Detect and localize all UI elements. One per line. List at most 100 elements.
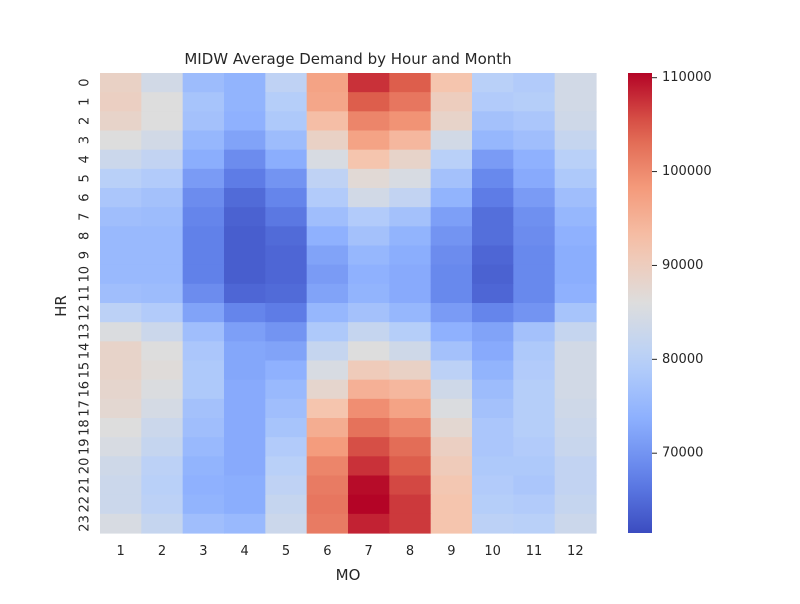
heatmap-cell-hr20-mo3 bbox=[182, 456, 225, 477]
colorbar-tick-label: 100000 bbox=[662, 164, 712, 179]
heatmap-cell-hr9-mo5 bbox=[265, 245, 308, 266]
heatmap-cell-hr12-mo1 bbox=[100, 303, 142, 323]
heatmap-cell-hr21-mo5 bbox=[265, 475, 308, 496]
heatmap-cell-hr12-mo3 bbox=[182, 303, 225, 323]
heatmap-cell-hr0-mo3 bbox=[182, 73, 225, 93]
heatmap-cell-hr6-mo10 bbox=[472, 188, 514, 208]
y-tick-label: 19 bbox=[78, 438, 93, 455]
heatmap-cell-hr9-mo7 bbox=[348, 245, 390, 266]
heatmap-cell-hr17-mo3 bbox=[182, 398, 225, 419]
heatmap-cell-hr19-mo4 bbox=[224, 437, 266, 457]
heatmap-cell-hr22-mo11 bbox=[513, 494, 556, 515]
x-tick-label: 11 bbox=[526, 544, 543, 559]
heatmap-cell-hr13-mo6 bbox=[306, 322, 349, 342]
y-tick-label: 9 bbox=[78, 251, 93, 259]
x-tick-label: 2 bbox=[158, 544, 166, 559]
heatmap-cell-hr2-mo8 bbox=[389, 111, 432, 132]
heatmap-cell-hr9-mo4 bbox=[224, 245, 266, 266]
heatmap-cell-hr7-mo7 bbox=[348, 207, 390, 227]
heatmap-cell-hr1-mo6 bbox=[306, 92, 349, 112]
heatmap-cell-hr4-mo4 bbox=[224, 149, 266, 170]
heatmap-cell-hr0-mo8 bbox=[389, 73, 432, 93]
heatmap-cell-hr7-mo1 bbox=[100, 207, 142, 227]
heatmap-cell-hr2-mo7 bbox=[348, 111, 390, 132]
heatmap-cell-hr14-mo6 bbox=[306, 341, 349, 362]
heatmap-cell-hr1-mo5 bbox=[265, 92, 308, 112]
heatmap-cell-hr0-mo4 bbox=[224, 73, 266, 93]
heatmap-cell-hr12-mo5 bbox=[265, 303, 308, 323]
heatmap-cell-hr1-mo11 bbox=[513, 92, 556, 112]
heatmap-cell-hr22-mo7 bbox=[348, 494, 390, 515]
heatmap-cell-hr23-mo10 bbox=[472, 513, 514, 534]
heatmap-cell-hr11-mo2 bbox=[141, 283, 184, 304]
heatmap-cell-hr20-mo1 bbox=[100, 456, 142, 477]
heatmap-cell-hr19-mo11 bbox=[513, 437, 556, 457]
heatmap-cell-hr15-mo10 bbox=[472, 360, 514, 381]
heatmap-cell-hr5-mo10 bbox=[472, 168, 514, 189]
heatmap-cell-hr17-mo7 bbox=[348, 398, 390, 419]
heatmap-cell-hr0-mo6 bbox=[306, 73, 349, 93]
heatmap-cells bbox=[100, 73, 597, 534]
heatmap-cell-hr20-mo2 bbox=[141, 456, 184, 477]
heatmap-cell-hr18-mo9 bbox=[430, 418, 473, 438]
heatmap-cell-hr15-mo7 bbox=[348, 360, 390, 381]
heatmap-cell-hr22-mo3 bbox=[182, 494, 225, 515]
heatmap-cell-hr4-mo9 bbox=[430, 149, 473, 170]
heatmap-cell-hr21-mo8 bbox=[389, 475, 432, 496]
heatmap-cell-hr5-mo6 bbox=[306, 168, 349, 189]
heatmap-cell-hr7-mo12 bbox=[554, 207, 597, 227]
y-tick-label: 2 bbox=[78, 117, 93, 125]
heatmap-cell-hr10-mo8 bbox=[389, 264, 432, 285]
heatmap-cell-hr18-mo11 bbox=[513, 418, 556, 438]
heatmap-cell-hr4-mo10 bbox=[472, 149, 514, 170]
heatmap-cell-hr22-mo1 bbox=[100, 494, 142, 515]
heatmap-cell-hr15-mo12 bbox=[554, 360, 597, 381]
heatmap-cell-hr4-mo2 bbox=[141, 149, 184, 170]
y-axis-label: HR bbox=[52, 295, 70, 317]
heatmap-cell-hr0-mo5 bbox=[265, 73, 308, 93]
heatmap-cell-hr4-mo12 bbox=[554, 149, 597, 170]
heatmap-cell-hr15-mo8 bbox=[389, 360, 432, 381]
heatmap-cell-hr16-mo4 bbox=[224, 379, 266, 400]
heatmap-cell-hr18-mo2 bbox=[141, 418, 184, 438]
heatmap-cell-hr7-mo10 bbox=[472, 207, 514, 227]
heatmap-cell-hr3-mo2 bbox=[141, 130, 184, 151]
x-axis-ticks: 1 2 3 4 5 6 7 8 9 10 11 12 bbox=[117, 544, 584, 559]
heatmap-cell-hr4-mo6 bbox=[306, 149, 349, 170]
heatmap-cell-hr11-mo10 bbox=[472, 283, 514, 304]
heatmap-cell-hr16-mo10 bbox=[472, 379, 514, 400]
heatmap-cell-hr16-mo9 bbox=[430, 379, 473, 400]
heatmap-cell-hr8-mo4 bbox=[224, 226, 266, 247]
heatmap-cell-hr4-mo11 bbox=[513, 149, 556, 170]
heatmap-cell-hr10-mo11 bbox=[513, 264, 556, 285]
heatmap-cell-hr15-mo4 bbox=[224, 360, 266, 381]
heatmap-cell-hr3-mo1 bbox=[100, 130, 142, 151]
y-tick-label: 12 bbox=[78, 304, 93, 321]
heatmap-cell-hr9-mo10 bbox=[472, 245, 514, 266]
heatmap-cell-hr21-mo3 bbox=[182, 475, 225, 496]
heatmap-cell-hr6-mo5 bbox=[265, 188, 308, 208]
heatmap-cell-hr22-mo9 bbox=[430, 494, 473, 515]
y-tick-label: 8 bbox=[78, 232, 93, 240]
y-tick-label: 16 bbox=[78, 381, 93, 398]
heatmap-cell-hr12-mo10 bbox=[472, 303, 514, 323]
heatmap-cell-hr2-mo5 bbox=[265, 111, 308, 132]
heatmap-cell-hr10-mo2 bbox=[141, 264, 184, 285]
heatmap-cell-hr19-mo7 bbox=[348, 437, 390, 457]
heatmap-cell-hr5-mo2 bbox=[141, 168, 184, 189]
y-tick-label: 18 bbox=[78, 419, 93, 436]
heatmap-cell-hr7-mo5 bbox=[265, 207, 308, 227]
heatmap-cell-hr23-mo2 bbox=[141, 513, 184, 534]
y-tick-label: 0 bbox=[78, 78, 93, 86]
heatmap-cell-hr3-mo11 bbox=[513, 130, 556, 151]
heatmap-cell-hr20-mo10 bbox=[472, 456, 514, 477]
heatmap-cell-hr16-mo1 bbox=[100, 379, 142, 400]
heatmap-cell-hr19-mo9 bbox=[430, 437, 473, 457]
heatmap-cell-hr1-mo4 bbox=[224, 92, 266, 112]
heatmap-cell-hr10-mo10 bbox=[472, 264, 514, 285]
heatmap-cell-hr21-mo12 bbox=[554, 475, 597, 496]
colorbar-tick-label: 90000 bbox=[662, 258, 703, 273]
heatmap-cell-hr0-mo11 bbox=[513, 73, 556, 93]
heatmap-cell-hr17-mo10 bbox=[472, 398, 514, 419]
